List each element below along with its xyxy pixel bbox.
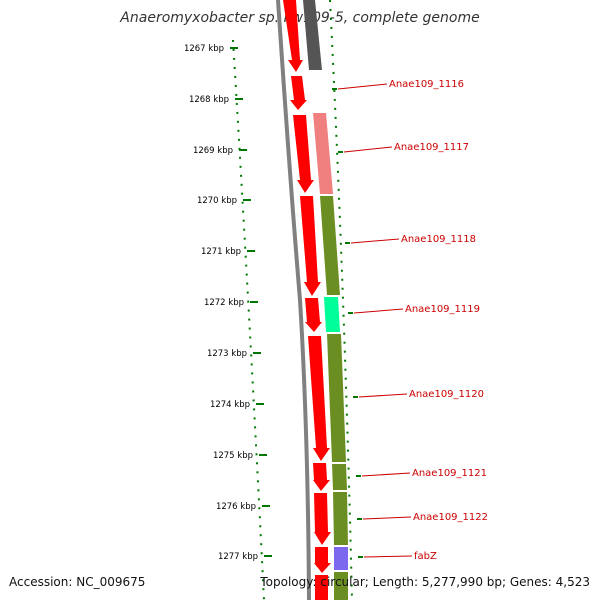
gene-label-anae109-1121[interactable]: Anae109_1121 [412,468,487,479]
gene-segment-anae109-1122 [333,492,348,545]
gene-leader-line [362,516,412,520]
gene-label-anae109-1120[interactable]: Anae109_1120 [409,389,484,400]
map-title: Anaeromyxobacter sp. Fw109-5, complete g… [120,10,480,26]
cds-arrow [300,196,321,296]
topology-text: Topology: circular; Length: 5,277,990 bp… [260,575,590,589]
cds-arrow [313,463,330,491]
gene-leader-line [361,472,411,477]
gene-label-fabz[interactable]: fabZ [414,551,437,562]
outer-track [303,0,348,600]
gene-segment-anae109-1119 [324,297,340,332]
cds-arrow [315,575,328,600]
gene-leader-line [358,393,408,398]
gene-segment-anae109-1117 [313,113,333,194]
gene-segment-anae109-1121 [332,464,347,490]
ruler-tick-label: 1267 kbp [184,44,224,54]
gene-segment-continuation [334,572,348,600]
gene-leader-line [343,146,393,153]
inner-dotted-arc [232,39,265,600]
cds-arrow [314,493,331,545]
guide-lines [232,0,353,600]
cds-arrow [283,0,303,72]
cds-arrow [305,298,322,332]
gene-label-anae109-1116[interactable]: Anae109_1116 [389,79,464,90]
gene-segment-fabz [334,547,348,570]
gene-leader-line [363,555,413,558]
kbp-ruler: 1267 kbp 1268 kbp 1269 kbp 1270 kbp 1271 kbp… [184,44,272,562]
ruler-tick-label: 1272 kbp [204,298,244,308]
gene-segment-anae109-1118 [320,196,340,295]
ruler-tick-label: 1273 kbp [207,349,247,359]
gene-leader-line [353,308,404,314]
gene-labels: Anae109_1116 Anae109_1117 Anae109_1118 Anae… [332,79,488,562]
ruler-tick-label: 1274 kbp [210,400,250,410]
unknown-gene-segment [303,0,322,70]
gene-label-anae109-1117[interactable]: Anae109_1117 [394,142,469,153]
gene-leader-line [350,238,400,244]
cds-arrow [290,76,307,110]
ruler-tick-label: 1271 kbp [201,247,241,257]
cds-track [283,0,331,600]
ruler-tick-label: 1275 kbp [213,451,253,461]
cds-arrow [314,547,331,573]
genome-backbone [276,0,311,600]
ruler-tick-label: 1270 kbp [197,196,237,206]
ruler-tick-label: 1276 kbp [216,502,256,512]
gene-segment-anae109-1120 [327,334,346,462]
ruler-tick-label: 1277 kbp [218,552,258,562]
accession-text: Accession: NC_009675 [9,575,146,589]
gene-label-anae109-1119[interactable]: Anae109_1119 [405,304,480,315]
cds-arrow [293,115,314,193]
cds-arrow [308,336,330,461]
ruler-tick-label: 1269 kbp [193,146,233,156]
gene-label-anae109-1122[interactable]: Anae109_1122 [413,512,488,523]
gene-label-anae109-1118[interactable]: Anae109_1118 [401,234,476,245]
ruler-tick-label: 1268 kbp [189,95,229,105]
gene-leader-line [337,83,388,90]
